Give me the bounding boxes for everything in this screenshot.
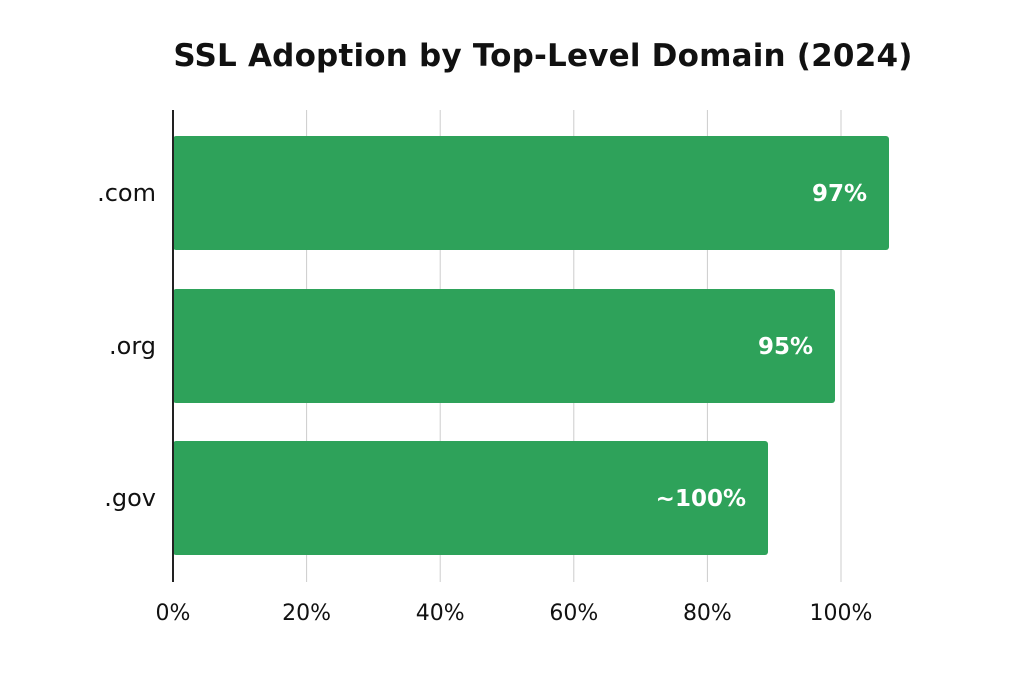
chart-title: SSL Adoption by Top-Level Domain (2024) [173, 38, 913, 74]
bars [173, 136, 889, 555]
x-tick-label: 80% [683, 601, 732, 626]
bar [173, 289, 835, 403]
x-tick-label: 0% [156, 601, 191, 626]
category-label: .org [109, 332, 156, 360]
x-tick-label: 100% [810, 601, 873, 626]
category-label: .gov [104, 484, 156, 512]
data-label: 97% [812, 181, 867, 207]
category-label: .com [97, 179, 156, 207]
data-label: 95% [758, 334, 813, 360]
x-tick-label: 60% [549, 601, 598, 626]
x-tick-label: 20% [282, 601, 331, 626]
labels: 0% 20% 40% 60% 80% 100% .com 97% .org 95% .gov ~100… [97, 179, 872, 626]
x-tick-label: 40% [416, 601, 465, 626]
bar [173, 441, 768, 555]
bar [173, 136, 889, 250]
data-label: ~100% [656, 486, 746, 512]
